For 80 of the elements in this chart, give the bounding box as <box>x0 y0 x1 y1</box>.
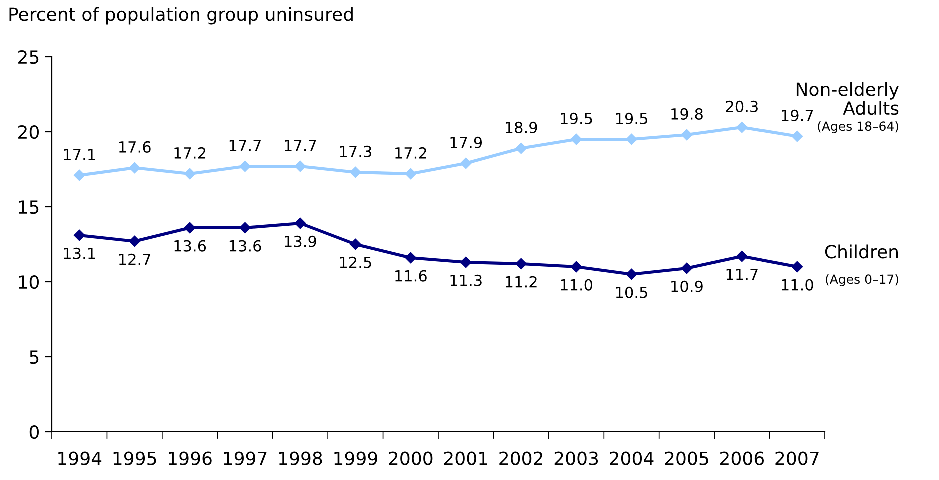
x-tick-label: 2000 <box>389 452 433 466</box>
series-label: Children <box>825 244 898 259</box>
y-tick-label: 10 <box>19 275 39 290</box>
point <box>74 230 86 242</box>
data-label: 13.9 <box>285 236 316 248</box>
x-tick-label: 1997 <box>224 452 267 466</box>
data-label: 20.3 <box>726 100 758 112</box>
x-tick-label: 1998 <box>279 452 322 466</box>
data-label: 13.6 <box>174 240 206 252</box>
data-label: 11.2 <box>506 276 537 288</box>
data-label: 11.6 <box>396 270 427 282</box>
data-label: 17.2 <box>174 147 206 159</box>
data-label: 13.1 <box>64 248 96 260</box>
point <box>405 252 416 264</box>
data-label: 19.5 <box>561 112 592 124</box>
point <box>516 258 527 270</box>
y-tick-label: 25 <box>18 50 39 64</box>
x-tick-label: 1996 <box>169 452 212 466</box>
x-tick-label: 2003 <box>554 452 598 466</box>
data-label: 19.8 <box>672 108 703 120</box>
data-label: 11.0 <box>561 279 593 291</box>
point <box>570 134 582 146</box>
data-label: 17.7 <box>230 140 261 152</box>
data-label: 11.3 <box>450 274 482 286</box>
point <box>736 250 748 262</box>
data-label: 17.9 <box>450 136 482 148</box>
x-tick-label: 2001 <box>444 452 488 466</box>
point <box>240 222 251 234</box>
data-label: 18.9 <box>506 122 538 134</box>
point <box>460 256 472 268</box>
point <box>184 222 196 234</box>
point <box>405 168 416 180</box>
y-tick-label: 5 <box>30 350 39 364</box>
y-tick-label: 15 <box>19 200 39 214</box>
text: (Ages 0–17) <box>826 274 898 287</box>
point <box>792 130 803 142</box>
data-label: 17.2 <box>396 147 426 159</box>
point <box>74 170 86 182</box>
data-label: 10.5 <box>616 286 648 298</box>
data-label: 12.7 <box>119 254 151 266</box>
point <box>184 168 196 180</box>
point <box>460 158 472 170</box>
data-label: 12.5 <box>340 256 372 268</box>
point <box>294 218 306 230</box>
data-label: 17.3 <box>340 146 372 158</box>
data-label: 11.0 <box>782 279 814 291</box>
point <box>240 160 251 172</box>
point <box>626 134 638 146</box>
x-tick-label: 2002 <box>500 452 542 466</box>
y-tick-label: 20 <box>18 125 39 140</box>
x-tick-label: 1995 <box>114 452 156 466</box>
y-axis-title: Percent of population group uninsured <box>10 7 353 25</box>
point <box>681 129 693 141</box>
point <box>129 162 140 174</box>
annotation: (Ages 18–64) <box>818 121 898 134</box>
data-label: 19.5 <box>616 112 648 124</box>
x-tick-label: 2004 <box>610 452 654 466</box>
point <box>570 261 582 273</box>
point <box>294 160 306 172</box>
data-label: 17.1 <box>64 149 96 160</box>
data-label: 19.7 <box>782 110 814 122</box>
point <box>792 261 803 273</box>
data-label: 17.7 <box>285 140 316 152</box>
data-label: 17.6 <box>119 141 151 153</box>
point <box>129 236 140 248</box>
x-tick-label: 2007 <box>776 452 819 466</box>
data-label: 13.6 <box>230 240 262 252</box>
x-tick-label: 2005 <box>665 452 708 466</box>
x-tick-label: 2006 <box>720 452 764 466</box>
point <box>516 142 527 154</box>
point <box>350 166 362 178</box>
y-tick-label: 0 <box>30 425 39 440</box>
x-tick-label: 1999 <box>334 452 378 466</box>
x-tick-label: 1994 <box>58 452 102 466</box>
point <box>626 268 638 280</box>
data-label: 11.7 <box>726 269 758 280</box>
point <box>681 262 693 274</box>
point <box>736 122 748 134</box>
data-label: 10.9 <box>672 280 703 292</box>
point <box>350 238 362 250</box>
